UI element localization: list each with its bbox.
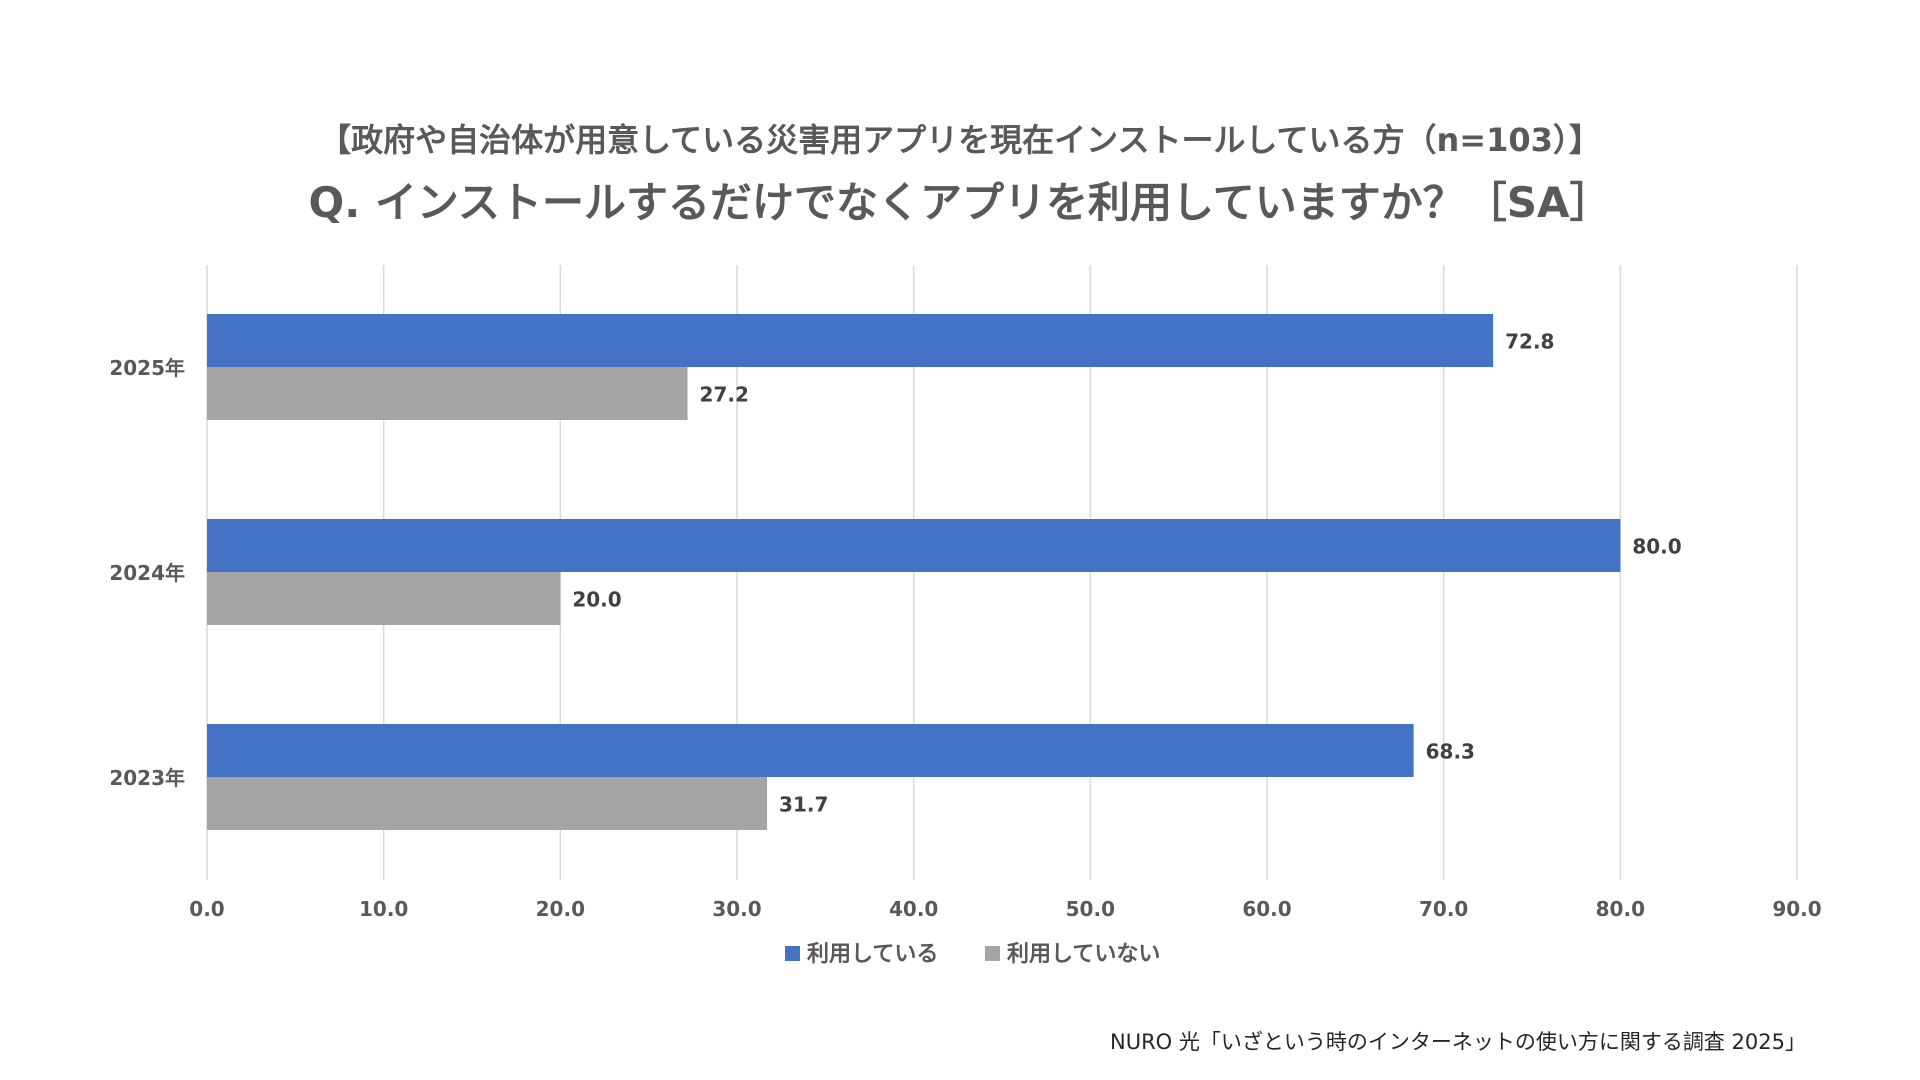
x-tick-label: 20.0 [536, 897, 585, 921]
legend-label: 利用していない [1007, 942, 1160, 967]
x-tick-label: 80.0 [1596, 897, 1645, 921]
bar [207, 777, 768, 830]
bar [207, 724, 1414, 777]
chart-title: Q. インストールするだけでなくアプリを利用していますか？［SA］ [308, 178, 1612, 227]
x-tick-label: 90.0 [1772, 897, 1821, 921]
bar [207, 572, 561, 625]
data-label: 20.0 [572, 588, 621, 612]
x-tick-label: 70.0 [1419, 897, 1468, 921]
x-tick-label: 50.0 [1066, 897, 1115, 921]
source-note: NURO 光「いざという時のインターネットの使い方に関する調査 2025」 [1110, 1030, 1806, 1054]
bar [207, 314, 1494, 367]
category-label: 2023年 [109, 766, 185, 790]
bar [207, 519, 1621, 572]
x-tick-label: 30.0 [712, 897, 761, 921]
chart-subtitle: 【政府や自治体が用意している災害用アプリを現在インストールしている方（n=103… [319, 121, 1601, 159]
chart-title-block: 【政府や自治体が用意している災害用アプリを現在インストールしている方（n=103… [0, 118, 1920, 232]
legend-label: 利用している [807, 942, 938, 967]
category-label: 2025年 [109, 356, 185, 380]
category-label: 2024年 [109, 561, 185, 585]
legend-swatch [985, 946, 1000, 961]
data-label: 68.3 [1426, 740, 1475, 764]
x-tick-label: 10.0 [359, 897, 408, 921]
data-label: 31.7 [779, 793, 828, 817]
x-tick-label: 0.0 [189, 897, 224, 921]
data-label: 72.8 [1505, 330, 1554, 354]
bar [207, 367, 688, 420]
data-label: 80.0 [1632, 535, 1681, 559]
x-tick-label: 40.0 [889, 897, 938, 921]
x-tick-label: 60.0 [1242, 897, 1291, 921]
data-label: 27.2 [700, 383, 749, 407]
legend-swatch [785, 946, 800, 961]
